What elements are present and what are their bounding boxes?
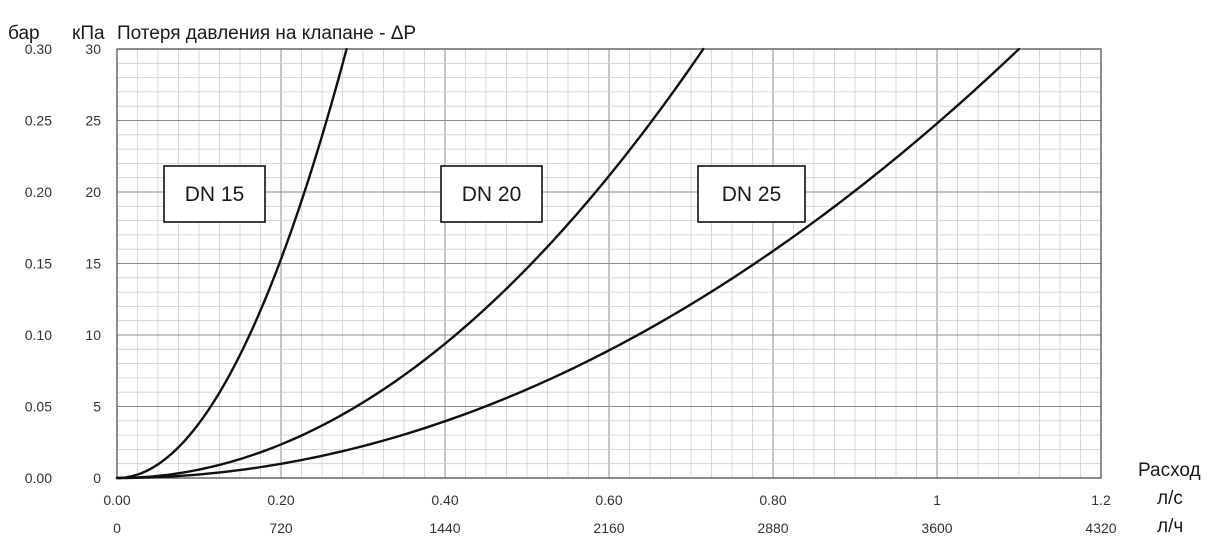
y-tick-bar-label: 0.15 — [25, 256, 52, 272]
x-tick-lh-label: 3600 — [921, 520, 952, 536]
x-tick-lh-label: 2160 — [593, 520, 624, 536]
y-tick-kpa-label: 0 — [93, 470, 101, 486]
series-label-dn-20: DN 20 — [440, 165, 543, 223]
y-tick-kpa-label: 5 — [93, 399, 101, 415]
x-unit-ls-label: л/с — [1157, 488, 1183, 509]
curves — [115, 47, 1021, 480]
y-ticks-kpa: 0 5 10 15 20 25 30 — [85, 41, 101, 486]
series-label-text: DN 15 — [185, 183, 245, 206]
curve-dn-25 — [115, 47, 1021, 480]
x-tick-lh-label: 0 — [113, 520, 121, 536]
x-tick-ls-label: 0.80 — [759, 492, 786, 508]
series-labels: DN 15 DN 20 DN 25 — [163, 165, 806, 223]
x-tick-ls-label: 0.60 — [595, 492, 622, 508]
y-tick-bar-label: 0.30 — [25, 41, 52, 57]
series-label-dn-15: DN 15 — [163, 165, 266, 223]
chart-title: Потеря давления на клапане - ΔP — [117, 23, 416, 44]
x-ticks-lh: 0 720 1440 2160 2880 3600 4320 — [113, 520, 1117, 536]
y-tick-kpa-label: 10 — [85, 327, 101, 343]
y-tick-kpa-label: 25 — [85, 113, 101, 129]
x-tick-lh-label: 4320 — [1085, 520, 1116, 536]
curve-dn-15 — [115, 47, 348, 480]
series-label-text: DN 25 — [722, 183, 782, 206]
x-ticks-ls: 0.00 0.20 0.40 0.60 0.80 1 1.2 — [103, 492, 1111, 508]
y-tick-kpa-label: 30 — [85, 41, 101, 57]
plot-border — [116, 48, 1102, 479]
series-label-box — [440, 165, 543, 223]
y-ticks-bar: 0.00 0.05 0.10 0.15 0.20 0.25 0.30 — [25, 41, 52, 486]
x-tick-lh-label: 720 — [269, 520, 293, 536]
x-tick-lh-label: 1440 — [429, 520, 460, 536]
x-tick-ls-label: 0.40 — [431, 492, 458, 508]
y-tick-bar-label: 0.20 — [25, 184, 52, 200]
y-tick-kpa-label: 20 — [85, 184, 101, 200]
y-tick-bar-label: 0.25 — [25, 113, 52, 129]
x-tick-lh-label: 2880 — [757, 520, 788, 536]
x-tick-ls-label: 1.2 — [1091, 492, 1111, 508]
x-tick-ls-label: 1 — [933, 492, 941, 508]
y-tick-bar-label: 0.10 — [25, 327, 52, 343]
series-label-dn-25: DN 25 — [697, 165, 806, 223]
x-tick-ls-label: 0.00 — [103, 492, 130, 508]
x-unit-lh-label: л/ч — [1157, 516, 1183, 537]
series-label-box — [163, 165, 266, 223]
y-tick-bar-label: 0.05 — [25, 399, 52, 415]
x-tick-ls-label: 0.20 — [267, 492, 294, 508]
y-tick-bar-label: 0.00 — [25, 470, 52, 486]
y-tick-kpa-label: 15 — [85, 256, 101, 272]
grid — [117, 49, 1101, 478]
y-unit-bar-label: бар — [8, 23, 40, 44]
series-label-text: DN 20 — [462, 183, 522, 206]
curve-dn-20 — [115, 47, 705, 480]
y-unit-kpa-label: кПа — [72, 23, 105, 44]
series-label-box — [697, 165, 806, 223]
x-axis-label: Расход — [1138, 460, 1201, 481]
